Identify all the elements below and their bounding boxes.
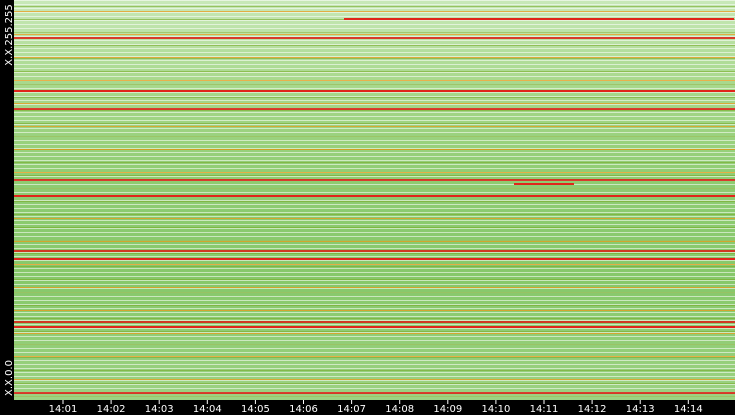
y-top-label: X.X.255.255 bbox=[4, 4, 15, 65]
x-tick-label: 14:12 bbox=[578, 404, 607, 415]
heat-line bbox=[344, 18, 734, 20]
x-tick-label: 14:11 bbox=[530, 404, 559, 415]
x-tick-label: 14:04 bbox=[193, 404, 222, 415]
x-tick-label: 14:13 bbox=[626, 404, 655, 415]
x-tick-label: 14:08 bbox=[385, 404, 414, 415]
x-tick-label: 14:02 bbox=[97, 404, 126, 415]
x-tick-label: 14:03 bbox=[145, 404, 174, 415]
heat-line bbox=[14, 195, 735, 197]
x-tick-label: 14:10 bbox=[481, 404, 510, 415]
heat-line bbox=[14, 90, 735, 92]
x-tick-label: 14:14 bbox=[674, 404, 703, 415]
x-tick-label: 14:01 bbox=[49, 404, 78, 415]
x-tick-label: 14:05 bbox=[241, 404, 270, 415]
heat-line bbox=[514, 183, 574, 185]
y-bottom-label: X.X.0.0 bbox=[4, 360, 15, 396]
heat-line bbox=[14, 326, 735, 328]
x-tick-label: 14:09 bbox=[433, 404, 462, 415]
heat-line bbox=[14, 258, 735, 260]
x-tick-label: 14:07 bbox=[337, 404, 366, 415]
x-tick-label: 14:06 bbox=[289, 404, 318, 415]
heatmap-plot bbox=[14, 0, 735, 400]
